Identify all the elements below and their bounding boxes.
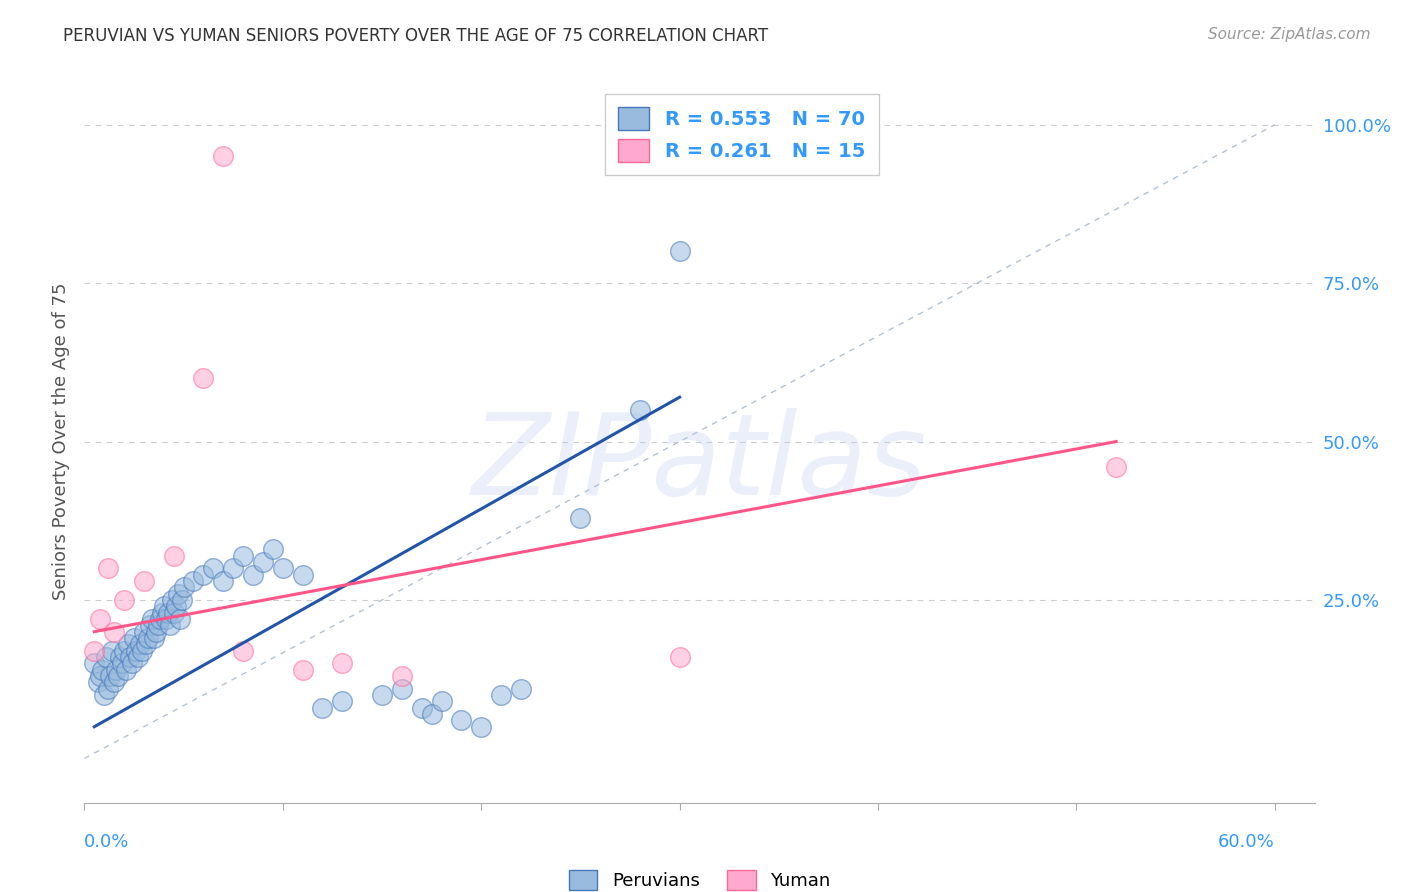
Point bbox=[155, 612, 177, 626]
Point bbox=[142, 631, 165, 645]
Point bbox=[262, 542, 284, 557]
Point bbox=[136, 631, 159, 645]
Text: ZIPatlas: ZIPatlas bbox=[472, 408, 927, 519]
Point bbox=[242, 567, 264, 582]
Text: Source: ZipAtlas.com: Source: ZipAtlas.com bbox=[1208, 27, 1371, 42]
Point bbox=[470, 720, 492, 734]
Point bbox=[170, 593, 193, 607]
Point bbox=[160, 593, 183, 607]
Point bbox=[127, 650, 149, 665]
Point bbox=[141, 612, 163, 626]
Point bbox=[122, 631, 145, 645]
Point bbox=[101, 643, 124, 657]
Point bbox=[183, 574, 205, 588]
Point bbox=[291, 567, 314, 582]
Point bbox=[232, 643, 254, 657]
Point bbox=[132, 574, 155, 588]
Point bbox=[193, 371, 215, 385]
Point bbox=[193, 567, 215, 582]
Point bbox=[125, 643, 148, 657]
Point bbox=[115, 663, 138, 677]
Point bbox=[108, 650, 131, 665]
Point bbox=[89, 612, 111, 626]
Text: PERUVIAN VS YUMAN SENIORS POVERTY OVER THE AGE OF 75 CORRELATION CHART: PERUVIAN VS YUMAN SENIORS POVERTY OVER T… bbox=[63, 27, 769, 45]
Point bbox=[330, 694, 353, 708]
Y-axis label: Seniors Poverty Over the Age of 75: Seniors Poverty Over the Age of 75 bbox=[52, 283, 70, 600]
Point bbox=[232, 549, 254, 563]
Point bbox=[430, 694, 453, 708]
Point bbox=[103, 675, 125, 690]
Point bbox=[668, 650, 690, 665]
Point bbox=[131, 643, 153, 657]
Point bbox=[132, 624, 155, 639]
Point bbox=[139, 618, 162, 632]
Point bbox=[330, 657, 353, 671]
Legend: Peruvians, Yuman: Peruvians, Yuman bbox=[554, 855, 845, 892]
Point bbox=[450, 714, 472, 728]
Point bbox=[89, 669, 111, 683]
Point bbox=[668, 244, 690, 259]
Point bbox=[98, 669, 121, 683]
Point bbox=[489, 688, 512, 702]
Point bbox=[83, 643, 105, 657]
Point bbox=[628, 402, 651, 417]
Point bbox=[112, 643, 135, 657]
Point bbox=[291, 663, 314, 677]
Point bbox=[97, 681, 120, 696]
Point bbox=[152, 599, 174, 614]
Point bbox=[150, 606, 173, 620]
Text: 0.0%: 0.0% bbox=[84, 833, 129, 851]
Point bbox=[371, 688, 394, 702]
Point bbox=[87, 675, 110, 690]
Point bbox=[165, 599, 187, 614]
Text: 60.0%: 60.0% bbox=[1218, 833, 1275, 851]
Point bbox=[569, 510, 592, 524]
Point bbox=[129, 637, 152, 651]
Point bbox=[311, 700, 333, 714]
Point bbox=[222, 561, 245, 575]
Point bbox=[163, 549, 186, 563]
Point bbox=[96, 650, 118, 665]
Point bbox=[166, 587, 188, 601]
Point bbox=[420, 707, 443, 722]
Point bbox=[117, 637, 139, 651]
Point bbox=[105, 663, 128, 677]
Point bbox=[159, 618, 181, 632]
Point bbox=[118, 650, 141, 665]
Point bbox=[93, 688, 115, 702]
Point bbox=[145, 624, 167, 639]
Point bbox=[121, 657, 143, 671]
Point bbox=[202, 561, 225, 575]
Point bbox=[391, 681, 413, 696]
Point bbox=[212, 574, 235, 588]
Point bbox=[509, 681, 531, 696]
Point bbox=[146, 618, 169, 632]
Point bbox=[391, 669, 413, 683]
Point bbox=[169, 612, 191, 626]
Point bbox=[149, 612, 172, 626]
Point bbox=[103, 624, 125, 639]
Point bbox=[97, 561, 120, 575]
Point bbox=[252, 555, 274, 569]
Point bbox=[173, 580, 195, 594]
Point bbox=[156, 606, 179, 620]
Point bbox=[271, 561, 294, 575]
Point bbox=[112, 593, 135, 607]
Point bbox=[135, 637, 157, 651]
Point bbox=[91, 663, 114, 677]
Point bbox=[411, 700, 433, 714]
Point bbox=[163, 606, 186, 620]
Point bbox=[83, 657, 105, 671]
Point bbox=[107, 669, 129, 683]
Point bbox=[212, 149, 235, 163]
Point bbox=[1105, 459, 1128, 474]
Point bbox=[111, 657, 134, 671]
